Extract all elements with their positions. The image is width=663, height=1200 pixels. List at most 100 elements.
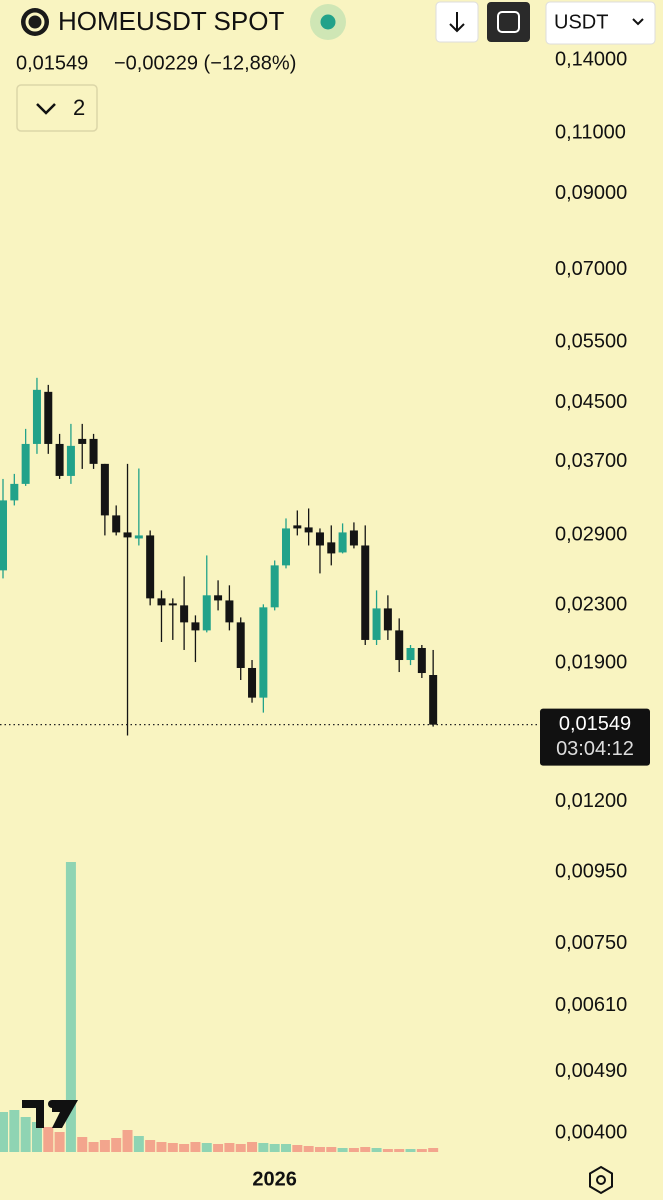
- indicator-chevron: [36, 103, 56, 115]
- candle-body: [134, 535, 143, 539]
- volume-bar: [314, 1147, 325, 1152]
- candle-body: [89, 438, 98, 464]
- candle-body: [406, 647, 415, 661]
- y-tick-label: 0,02900: [555, 524, 627, 546]
- candle-body: [395, 630, 404, 661]
- y-tick-label: 0,00400: [555, 1121, 627, 1143]
- volume-bar: [88, 1142, 99, 1152]
- volume-bar: [77, 1137, 88, 1152]
- volume-bar: [201, 1143, 212, 1152]
- candle-body: [270, 565, 279, 608]
- candle-body: [338, 532, 347, 553]
- fullscreen-icon: [497, 11, 520, 33]
- tradingview-logo-dot: [48, 1100, 56, 1108]
- candle-body: [282, 528, 290, 566]
- volume-bar: [303, 1146, 314, 1152]
- candle-body: [315, 532, 324, 546]
- candle-body: [21, 443, 30, 484]
- price-axis: 0,14000 0,11000 0,09000 0,07000 0,05500 0,045…: [540, 49, 650, 1143]
- volume-bar: [190, 1142, 201, 1152]
- symbol-logo: [21, 8, 49, 36]
- tradingview-logo: [22, 1100, 78, 1128]
- candle-body: [248, 667, 257, 698]
- volume-bar: [145, 1140, 156, 1152]
- volume-bar: [247, 1142, 258, 1152]
- volume-bar: [371, 1148, 382, 1152]
- y-tick-label: 0,00610: [555, 994, 627, 1016]
- plot: 2026: [0, 377, 540, 1190]
- indicator-toggle[interactable]: [16, 84, 98, 132]
- y-tick-label: 0,01900: [555, 651, 627, 673]
- volume-bar: [269, 1144, 280, 1152]
- candle-body: [32, 389, 41, 444]
- settings-icon-center: [596, 1175, 606, 1185]
- volume-bar: [348, 1148, 359, 1152]
- volume-bar: [235, 1144, 246, 1152]
- candle-body: [214, 595, 223, 601]
- volume-bar: [281, 1144, 291, 1152]
- volume-bar: [394, 1149, 405, 1152]
- x-tick-label: 2026: [252, 1168, 297, 1190]
- market-status-dot: [320, 14, 336, 30]
- y-tick-label: 0,03700: [555, 450, 627, 472]
- volume-bar: [382, 1149, 393, 1152]
- bar-countdown: 03:04:12: [556, 738, 634, 760]
- volume-bar: [156, 1142, 167, 1152]
- volume-bar: [99, 1140, 110, 1152]
- volume-bar: [258, 1143, 269, 1152]
- price: 0,01549: [16, 52, 88, 74]
- quote-select[interactable]: [545, 1, 656, 45]
- candle-body: [157, 598, 166, 606]
- candle-body: [349, 530, 358, 546]
- volume-bar: [337, 1148, 348, 1152]
- volume-bar: [122, 1130, 133, 1152]
- volume-bar: [20, 1117, 31, 1152]
- fullscreen-button[interactable]: [487, 2, 530, 42]
- candle-body: [225, 600, 234, 623]
- volume-bar: [0, 1112, 8, 1152]
- candle-body: [417, 647, 426, 674]
- quote-label: USDT: [554, 11, 608, 33]
- volume-bar: [416, 1149, 427, 1152]
- y-tick-label: 0,02300: [555, 594, 627, 616]
- y-tick-label: 0,07000: [555, 258, 627, 280]
- chart-title: HOMEUSDT SPOT: [58, 6, 284, 36]
- candle-body: [44, 391, 53, 444]
- y-tick-label: 0,00490: [555, 1060, 627, 1082]
- candle-body: [327, 542, 336, 554]
- candle-body: [236, 622, 245, 668]
- candle-body: [66, 445, 75, 476]
- candle-body: [10, 483, 19, 501]
- volume-bar: [111, 1138, 122, 1152]
- volume-bar: [179, 1144, 190, 1152]
- volume-bar: [54, 1132, 65, 1152]
- candle-body: [429, 675, 438, 725]
- y-tick-label: 0,00950: [555, 860, 627, 882]
- volume-bar: [292, 1145, 303, 1152]
- candle-body: [55, 443, 64, 476]
- symbol-logo-ring: [25, 12, 45, 32]
- candle-body: [259, 607, 268, 698]
- candle-body: [100, 463, 109, 516]
- settings-icon[interactable]: [589, 1165, 613, 1195]
- candle-body: [372, 608, 381, 640]
- download-icon: [449, 12, 465, 33]
- candle-body: [78, 438, 87, 444]
- candle-body: [123, 532, 132, 538]
- y-tick-label: 0,01200: [555, 790, 627, 812]
- y-tick-label: 0,11000: [555, 121, 626, 143]
- y-tick-label: 0,09000: [555, 182, 627, 204]
- last-price-label: 0,01549: [559, 713, 631, 735]
- volume-bar: [43, 1127, 54, 1152]
- price-change: −0,00229 (−12,88%): [114, 52, 296, 74]
- volume-bar: [133, 1136, 144, 1152]
- y-tick-label: 0,04500: [555, 391, 627, 413]
- candle-body: [0, 500, 7, 571]
- volume-bar: [167, 1143, 178, 1152]
- candle-body: [180, 605, 189, 623]
- volume-bar: [224, 1143, 235, 1152]
- volume-bar: [9, 1110, 20, 1152]
- volume-bar: [213, 1144, 224, 1152]
